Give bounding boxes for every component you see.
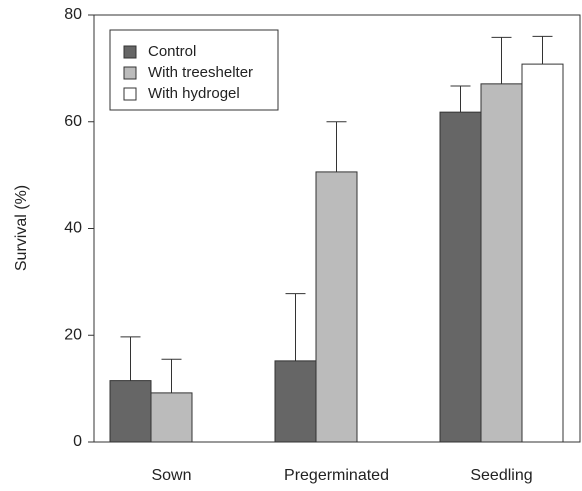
legend-label: With hydrogel	[148, 85, 240, 102]
legend-swatch	[123, 66, 137, 80]
error-bar	[532, 35, 553, 65]
bar	[109, 380, 152, 443]
x-tick-label: Seedling	[470, 467, 532, 484]
legend-label: With treeshelter	[148, 64, 253, 81]
bar	[150, 392, 193, 443]
x-tick-label: Sown	[151, 467, 191, 484]
error-bar	[491, 36, 512, 84]
bar	[521, 63, 564, 443]
bar	[274, 360, 317, 443]
bar	[480, 83, 523, 443]
legend-box	[109, 29, 279, 111]
error-bar	[450, 85, 471, 113]
bar	[439, 111, 482, 443]
legend-swatch	[123, 87, 137, 101]
y-tick-label: 80	[64, 6, 82, 23]
error-bar	[161, 358, 182, 393]
y-tick-label: 60	[64, 113, 82, 130]
y-tick-label: 0	[73, 433, 82, 450]
axis-frame	[93, 14, 581, 443]
legend-label: Control	[148, 43, 196, 60]
error-bar	[120, 336, 141, 381]
y-tick-label: 20	[64, 326, 82, 343]
legend-swatch	[123, 45, 137, 59]
error-bar	[326, 121, 347, 172]
x-tick-label: Pregerminated	[284, 467, 389, 484]
y-axis-label: Survival (%)	[13, 185, 30, 271]
bar	[315, 171, 358, 443]
error-bar	[285, 293, 306, 361]
y-tick-label: 40	[64, 220, 82, 237]
